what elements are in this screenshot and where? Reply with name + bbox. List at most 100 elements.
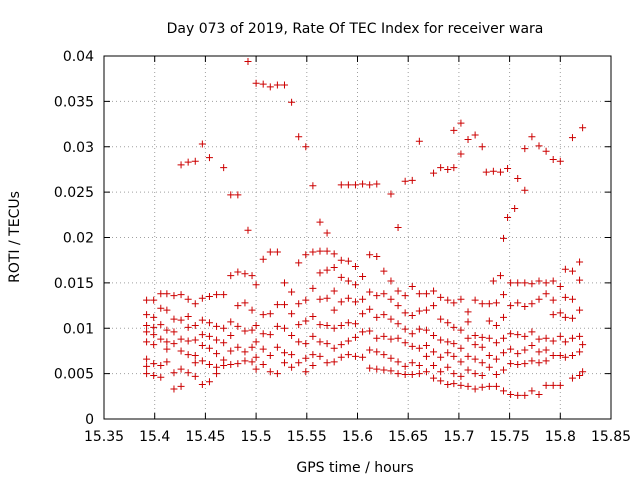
data-point bbox=[227, 191, 235, 199]
data-point bbox=[500, 313, 508, 321]
data-point bbox=[157, 335, 165, 343]
data-point bbox=[576, 332, 584, 340]
x-tick-label: 15.85 bbox=[591, 429, 631, 445]
data-point bbox=[234, 191, 242, 199]
data-point bbox=[344, 257, 352, 265]
data-point bbox=[198, 294, 206, 302]
data-point bbox=[323, 229, 331, 237]
data-point bbox=[337, 322, 345, 330]
data-point bbox=[259, 345, 267, 353]
data-point bbox=[521, 391, 529, 399]
data-point bbox=[366, 305, 374, 313]
data-point bbox=[387, 295, 395, 303]
data-point bbox=[514, 361, 522, 369]
data-point bbox=[330, 250, 338, 258]
data-point bbox=[437, 164, 445, 172]
data-point bbox=[568, 314, 576, 322]
data-point bbox=[471, 332, 479, 340]
data-point bbox=[457, 119, 465, 127]
data-point bbox=[220, 291, 228, 299]
data-point bbox=[437, 315, 445, 323]
x-tick-label: 15.6 bbox=[342, 429, 373, 445]
data-point bbox=[394, 334, 402, 342]
data-point bbox=[143, 322, 151, 330]
data-point bbox=[430, 332, 438, 340]
data-point bbox=[415, 325, 423, 333]
data-point bbox=[430, 348, 438, 356]
data-point bbox=[549, 337, 557, 345]
data-point bbox=[266, 248, 274, 256]
data-point bbox=[143, 355, 151, 363]
data-point bbox=[191, 359, 199, 367]
grid-layer bbox=[104, 56, 611, 419]
data-point bbox=[422, 352, 430, 360]
data-point bbox=[259, 80, 267, 88]
data-point bbox=[309, 182, 317, 190]
data-point bbox=[170, 328, 178, 336]
data-point bbox=[143, 328, 151, 336]
data-point bbox=[422, 306, 430, 314]
data-point bbox=[401, 309, 409, 317]
data-point bbox=[394, 224, 402, 232]
data-point bbox=[464, 135, 472, 143]
data-point bbox=[309, 312, 317, 320]
data-point bbox=[401, 362, 409, 370]
data-point bbox=[471, 341, 479, 349]
data-point bbox=[408, 176, 416, 184]
data-point bbox=[521, 346, 529, 354]
data-point bbox=[344, 319, 352, 327]
data-point bbox=[295, 338, 303, 346]
data-point bbox=[143, 370, 151, 378]
data-point bbox=[234, 322, 242, 330]
data-point bbox=[227, 332, 235, 340]
data-point bbox=[387, 190, 395, 198]
points-layer bbox=[143, 57, 587, 399]
data-point bbox=[366, 251, 374, 259]
data-point bbox=[500, 291, 508, 299]
data-point bbox=[266, 331, 274, 339]
data-point bbox=[511, 204, 519, 212]
data-point bbox=[489, 277, 497, 285]
data-point bbox=[359, 273, 367, 281]
data-point bbox=[198, 331, 206, 339]
data-point bbox=[205, 361, 213, 369]
data-point bbox=[489, 167, 497, 175]
data-point bbox=[444, 319, 452, 327]
data-point bbox=[309, 351, 317, 359]
data-point bbox=[273, 248, 281, 256]
data-point bbox=[309, 361, 317, 369]
data-point bbox=[373, 334, 381, 342]
data-point bbox=[373, 313, 381, 321]
data-point bbox=[492, 371, 500, 379]
data-point bbox=[556, 332, 564, 340]
data-point bbox=[373, 180, 381, 188]
data-point bbox=[337, 353, 345, 361]
y-tick-label: 0.03 bbox=[63, 140, 94, 156]
data-point bbox=[521, 279, 529, 287]
data-point bbox=[542, 147, 550, 155]
data-point bbox=[401, 339, 409, 347]
data-point bbox=[252, 79, 260, 87]
data-point bbox=[143, 362, 151, 370]
data-point bbox=[415, 290, 423, 298]
data-point bbox=[316, 338, 324, 346]
data-point bbox=[521, 360, 529, 368]
data-point bbox=[471, 131, 479, 139]
data-point bbox=[561, 293, 569, 301]
data-point bbox=[184, 158, 192, 166]
data-point bbox=[408, 342, 416, 350]
data-point bbox=[205, 332, 213, 340]
data-point bbox=[535, 142, 543, 150]
data-point bbox=[535, 359, 543, 367]
data-point bbox=[422, 341, 430, 349]
data-point bbox=[295, 259, 303, 267]
data-point bbox=[163, 358, 171, 366]
data-point bbox=[464, 318, 472, 326]
tick-layer: 15.35 15.4 15.45 15.5 15.55 15.6 15.65 15.7 15.7… bbox=[54, 49, 631, 445]
data-point bbox=[471, 296, 479, 304]
data-point bbox=[177, 335, 185, 343]
data-point bbox=[302, 251, 310, 259]
data-point bbox=[521, 145, 529, 153]
data-point bbox=[514, 175, 522, 183]
data-point bbox=[323, 359, 331, 367]
